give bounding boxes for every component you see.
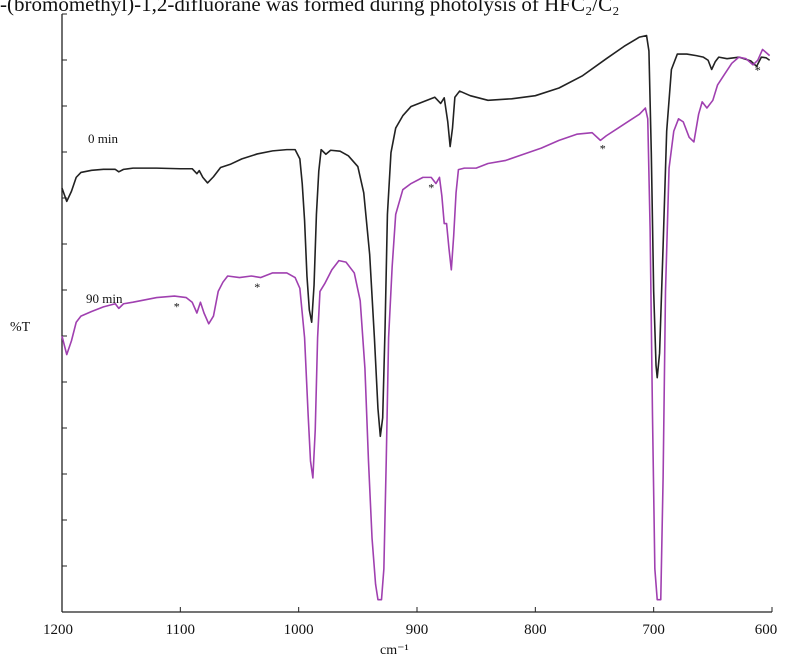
- y-axis-label: %T: [10, 320, 31, 335]
- x-tick-label-700: 700: [642, 622, 665, 638]
- series-layer: [61, 34, 771, 601]
- x-tick-label-1100: 1100: [166, 622, 195, 638]
- annotation-marker-1: *: [254, 280, 260, 294]
- series-label-0min: 0 min: [88, 131, 118, 146]
- annotation-marker-4: *: [755, 63, 761, 77]
- chart-axes: 1200 1100 1000 900 800 700 600: [43, 13, 777, 638]
- x-tick-label-1200: 1200: [43, 622, 73, 638]
- annotation-marker-0: *: [174, 299, 180, 313]
- x-tick-label-1000: 1000: [284, 622, 314, 638]
- annotation-marker-2: *: [428, 180, 434, 194]
- x-tick-label-600: 600: [755, 622, 778, 638]
- x-tick-label-900: 900: [406, 622, 429, 638]
- x-tick-label-800: 800: [524, 622, 547, 638]
- series-label-90min: 90 min: [86, 291, 123, 306]
- x-axis-ticks: 1200 1100 1000 900 800 700 600: [43, 607, 777, 638]
- annotation-layer: * * * * *: [174, 63, 761, 313]
- y-axis-ticks: [62, 13, 67, 613]
- annotation-marker-3: *: [600, 142, 606, 156]
- series-line-90-min: [61, 48, 771, 601]
- figure-caption: -(bromomethyl)-1,2-difluorane was formed…: [0, 0, 620, 16]
- x-axis-label: cm⁻¹: [380, 643, 409, 657]
- series-line-0-min: [61, 34, 771, 438]
